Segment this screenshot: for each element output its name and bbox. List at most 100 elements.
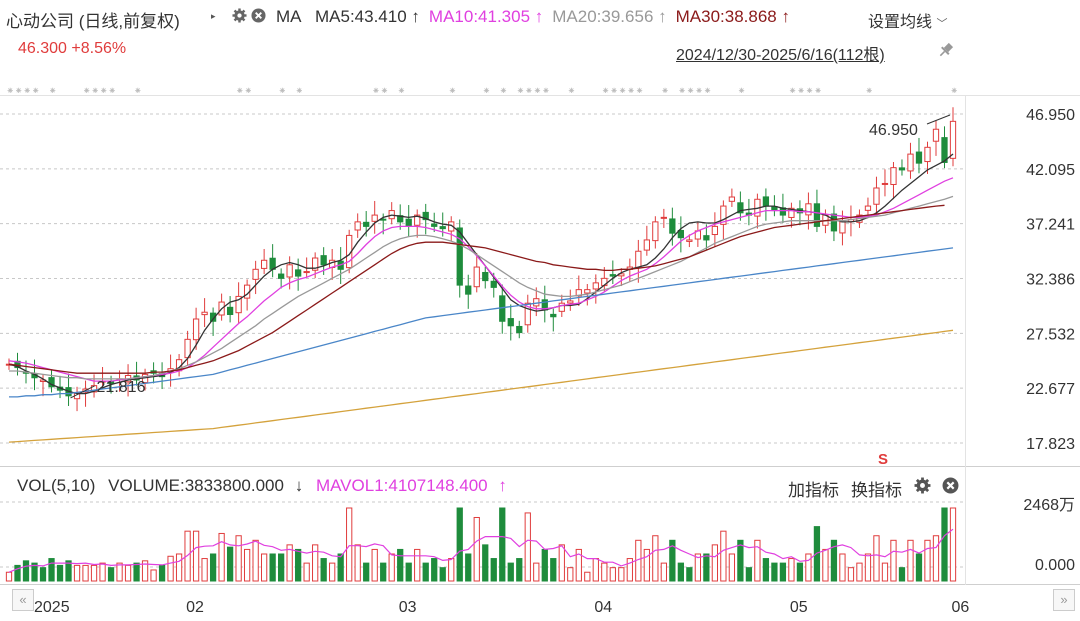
volume-bar[interactable] bbox=[703, 553, 710, 582]
volume-bar[interactable] bbox=[278, 553, 285, 582]
volume-bar[interactable] bbox=[558, 544, 565, 582]
volume-bar[interactable] bbox=[329, 562, 336, 582]
volume-bar[interactable] bbox=[90, 564, 98, 582]
volume-bar[interactable] bbox=[150, 569, 157, 582]
volume-bar[interactable] bbox=[932, 535, 940, 582]
event-marker[interactable]: ⁕ bbox=[627, 86, 635, 97]
volume-bar[interactable] bbox=[898, 567, 906, 582]
event-marker[interactable]: ⁕ bbox=[397, 86, 405, 97]
volume-bar[interactable] bbox=[295, 548, 302, 582]
event-marker[interactable]: ⁕ bbox=[525, 86, 533, 97]
candle-up[interactable] bbox=[686, 239, 693, 242]
candle-down[interactable] bbox=[941, 137, 948, 163]
event-marker[interactable]: ⁕ bbox=[618, 86, 626, 97]
volume-bar[interactable] bbox=[890, 539, 897, 582]
candle-down[interactable] bbox=[363, 221, 370, 227]
candle-up[interactable] bbox=[949, 120, 957, 159]
volume-bar[interactable] bbox=[915, 553, 923, 582]
candle-down[interactable] bbox=[762, 196, 770, 207]
event-marker[interactable]: ⁕ bbox=[244, 86, 252, 97]
volume-bar[interactable] bbox=[320, 558, 327, 582]
volume-bar[interactable] bbox=[669, 539, 676, 582]
candle-down[interactable] bbox=[609, 274, 616, 277]
volume-bar[interactable] bbox=[371, 548, 378, 582]
volume-bar[interactable] bbox=[796, 562, 804, 582]
candle-up[interactable] bbox=[567, 300, 574, 304]
candle-up[interactable] bbox=[354, 221, 361, 231]
candle-down[interactable] bbox=[439, 226, 446, 230]
candle-down[interactable] bbox=[278, 273, 285, 279]
volume-bar[interactable] bbox=[550, 558, 557, 582]
volume-bar[interactable] bbox=[252, 539, 259, 582]
volume-bar[interactable] bbox=[243, 548, 251, 582]
event-marker[interactable]: ⁕ bbox=[372, 86, 380, 97]
volume-bar[interactable] bbox=[490, 558, 497, 582]
volume-bar[interactable] bbox=[422, 562, 429, 582]
volume-bar[interactable] bbox=[609, 567, 616, 582]
close-icon[interactable] bbox=[251, 8, 266, 23]
volume-bar[interactable] bbox=[626, 558, 633, 582]
volume-bar[interactable] bbox=[48, 558, 55, 582]
volume-bar[interactable] bbox=[686, 567, 693, 582]
candle-up[interactable] bbox=[728, 196, 736, 202]
event-marker[interactable]: ⁕ bbox=[533, 86, 541, 97]
stock-title[interactable]: 心动公司 (日线,前复权) bbox=[6, 12, 180, 31]
volume-bar[interactable] bbox=[754, 539, 761, 582]
event-marker[interactable]: ⁕ bbox=[295, 86, 303, 97]
candle-up[interactable] bbox=[473, 266, 480, 288]
switch-indicator-button[interactable]: 换指标 bbox=[851, 481, 902, 500]
event-marker[interactable]: ⁕ bbox=[236, 86, 244, 97]
gear-icon[interactable] bbox=[914, 477, 931, 494]
candle-up[interactable] bbox=[252, 268, 259, 280]
candle-up[interactable] bbox=[533, 298, 540, 307]
event-marker[interactable]: ⁕ bbox=[499, 86, 507, 97]
candle-up[interactable] bbox=[524, 302, 531, 326]
volume-bar[interactable] bbox=[235, 535, 242, 582]
volume-bar[interactable] bbox=[192, 530, 200, 582]
scroll-left-button[interactable]: « bbox=[12, 589, 34, 611]
volume-bar[interactable] bbox=[405, 562, 412, 582]
event-marker[interactable]: ⁕ bbox=[380, 86, 388, 97]
candle-up[interactable] bbox=[448, 221, 455, 232]
volume-bar[interactable] bbox=[414, 548, 421, 582]
event-marker[interactable]: ⁕ bbox=[814, 86, 822, 97]
volume-bar[interactable] bbox=[584, 571, 591, 582]
candle-up[interactable] bbox=[414, 214, 421, 226]
volume-bar[interactable] bbox=[56, 564, 64, 582]
candle-up[interactable] bbox=[720, 205, 727, 225]
pin-icon[interactable] bbox=[937, 41, 955, 59]
volume-bar[interactable] bbox=[107, 567, 115, 582]
candle-up[interactable] bbox=[805, 203, 812, 216]
candle-down[interactable] bbox=[490, 280, 497, 288]
close-icon[interactable] bbox=[942, 477, 959, 494]
candle-down[interactable] bbox=[456, 227, 463, 286]
volume-bar[interactable] bbox=[141, 560, 149, 582]
event-marker[interactable]: ⁕ bbox=[542, 86, 550, 97]
candle-up[interactable] bbox=[558, 302, 565, 312]
candle-down[interactable] bbox=[405, 218, 412, 227]
date-range[interactable]: 2024/12/30-2025/6/16(112根) bbox=[676, 47, 885, 64]
volume-bar[interactable] bbox=[941, 507, 948, 582]
candle-up[interactable] bbox=[643, 239, 650, 251]
event-marker[interactable]: ⁕ bbox=[635, 86, 643, 97]
volume-bar[interactable] bbox=[643, 548, 650, 582]
volume-bar[interactable] bbox=[39, 567, 47, 582]
ma-settings-button[interactable]: 设置均线 ﹀ bbox=[868, 8, 947, 32]
event-marker[interactable]: ⁕ bbox=[797, 86, 805, 97]
volume-bar[interactable] bbox=[380, 562, 387, 582]
volume-bar[interactable] bbox=[737, 539, 744, 582]
volume-bar[interactable] bbox=[762, 558, 770, 582]
volume-bar[interactable] bbox=[771, 562, 778, 582]
candle-up[interactable] bbox=[924, 146, 931, 163]
volume-bar[interactable] bbox=[499, 507, 506, 582]
candle-up[interactable] bbox=[592, 282, 599, 290]
volume-bar[interactable] bbox=[303, 562, 310, 582]
candle-up[interactable] bbox=[873, 187, 880, 205]
event-marker[interactable]: ⁕ bbox=[661, 86, 669, 97]
volume-bar[interactable] bbox=[822, 548, 829, 582]
volume-bar[interactable] bbox=[448, 558, 455, 582]
event-marker[interactable]: ⁕ bbox=[134, 86, 142, 97]
event-marker[interactable]: ⁕ bbox=[448, 86, 456, 97]
volume-bar[interactable] bbox=[677, 562, 684, 582]
candle-down[interactable] bbox=[482, 271, 489, 282]
